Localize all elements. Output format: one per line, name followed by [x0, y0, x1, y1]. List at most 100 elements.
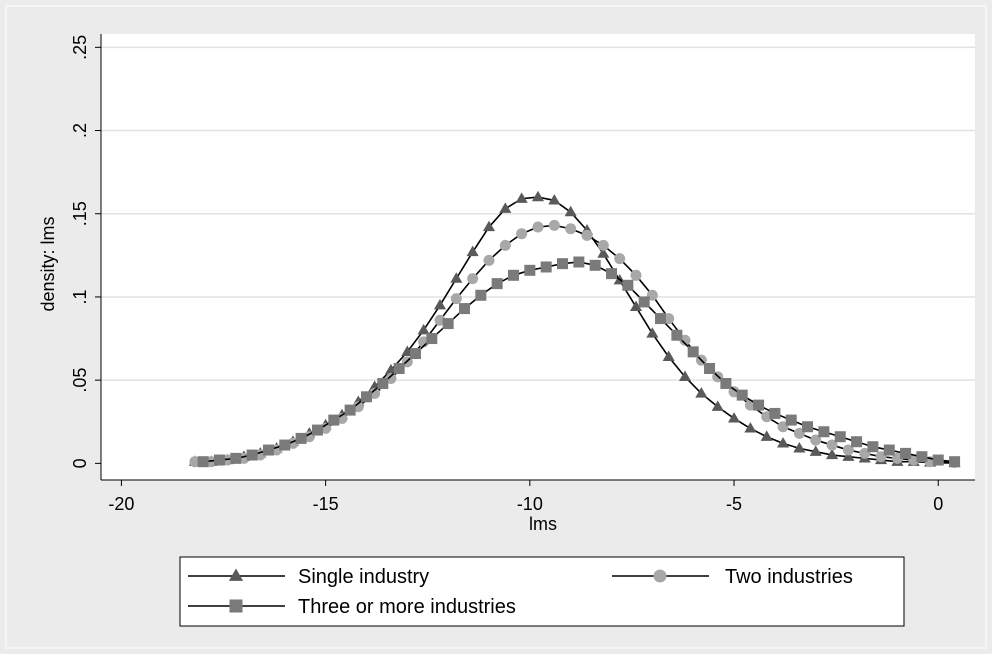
data-point [197, 456, 209, 468]
data-point [515, 192, 528, 203]
data-point [720, 377, 732, 389]
data-point [483, 254, 495, 266]
data-point [655, 313, 667, 325]
data-point [524, 264, 536, 276]
series-layer [188, 190, 961, 469]
data-point [433, 298, 447, 310]
data-point [671, 329, 683, 341]
data-point [614, 253, 626, 265]
data-point [785, 414, 797, 426]
grid-lines [101, 46, 975, 381]
y-tick-label: .05 [70, 368, 90, 393]
data-point [900, 447, 912, 459]
data-point [328, 414, 340, 426]
data-point [916, 451, 928, 463]
data-point [262, 444, 274, 456]
data-point [653, 569, 667, 583]
data-point [842, 444, 854, 456]
legend-label: Two industries [725, 566, 853, 588]
data-point [360, 391, 372, 403]
data-point [564, 205, 577, 217]
y-tick-label: .2 [70, 123, 90, 138]
data-point [311, 424, 323, 436]
data-point [704, 363, 716, 374]
data-point [409, 348, 421, 360]
data-point [426, 333, 438, 345]
data-point [932, 454, 944, 466]
data-point [711, 400, 724, 411]
data-point [458, 303, 470, 315]
figure-inner-border [5, 5, 987, 649]
data-point [818, 426, 830, 438]
data-point [499, 239, 511, 251]
legend-label: Three or more industries [298, 596, 516, 618]
data-point [842, 450, 855, 461]
data-point [622, 279, 634, 291]
data-point [246, 449, 258, 461]
legend-entry: Two industries [612, 566, 853, 588]
data-point [851, 436, 863, 448]
axes: 0 .05 .1 .15 .2 .25 -20 -15 -10 -5 0 [70, 34, 975, 514]
data-point [678, 370, 692, 381]
y-tick-label: .1 [70, 289, 90, 304]
data-point [213, 454, 225, 466]
data-point [802, 421, 814, 433]
data-point [809, 445, 822, 456]
y-tick-label: 0 [70, 458, 90, 468]
data-point [516, 228, 528, 240]
x-tick-label: 0 [933, 494, 943, 514]
legend-entry: Three or more industries [188, 596, 516, 618]
data-point [597, 239, 609, 251]
data-point [467, 273, 479, 285]
data-point [826, 439, 838, 451]
legend: Single industry Two industries Three or mo… [179, 556, 905, 627]
plot-area [101, 34, 975, 480]
y-tick-label: .15 [70, 201, 90, 226]
data-point [646, 327, 659, 338]
legend-entry: Single industry [188, 566, 429, 588]
data-point [581, 229, 593, 241]
data-point [229, 599, 243, 613]
x-tick-label: -20 [108, 494, 134, 514]
data-point [393, 363, 405, 374]
legend-box [179, 556, 905, 627]
data-point [442, 318, 454, 330]
data-point [482, 220, 496, 232]
data-point [507, 269, 519, 281]
data-point [565, 223, 577, 235]
data-point [826, 448, 839, 460]
x-tick-label: -10 [517, 494, 543, 514]
data-point [417, 323, 430, 335]
data-point [606, 268, 618, 280]
legend-label: Single industry [298, 566, 429, 588]
series-square [197, 256, 961, 468]
data-point [557, 258, 569, 270]
data-point [695, 387, 708, 398]
data-point [466, 245, 479, 257]
data-point [475, 289, 487, 301]
data-point [867, 441, 879, 453]
data-point [531, 190, 545, 202]
data-point [499, 202, 512, 213]
y-tick-label: .25 [70, 35, 90, 60]
data-point [760, 430, 773, 441]
data-point [540, 261, 552, 273]
data-point [736, 389, 748, 401]
x-axis-label: lms [529, 514, 557, 534]
data-point [630, 269, 642, 281]
data-point [638, 296, 650, 308]
legend-items: Single industry Two industries Three or mo… [188, 566, 853, 618]
data-point [883, 444, 895, 456]
y-axis-label: density: lms [38, 216, 58, 311]
data-point [727, 412, 741, 423]
data-point [377, 377, 389, 389]
data-point [589, 259, 601, 271]
x-tick-label: -5 [726, 494, 742, 514]
data-point [597, 247, 610, 258]
data-point [687, 346, 699, 358]
data-point [450, 293, 462, 305]
data-point [793, 442, 806, 453]
data-point [230, 452, 242, 464]
